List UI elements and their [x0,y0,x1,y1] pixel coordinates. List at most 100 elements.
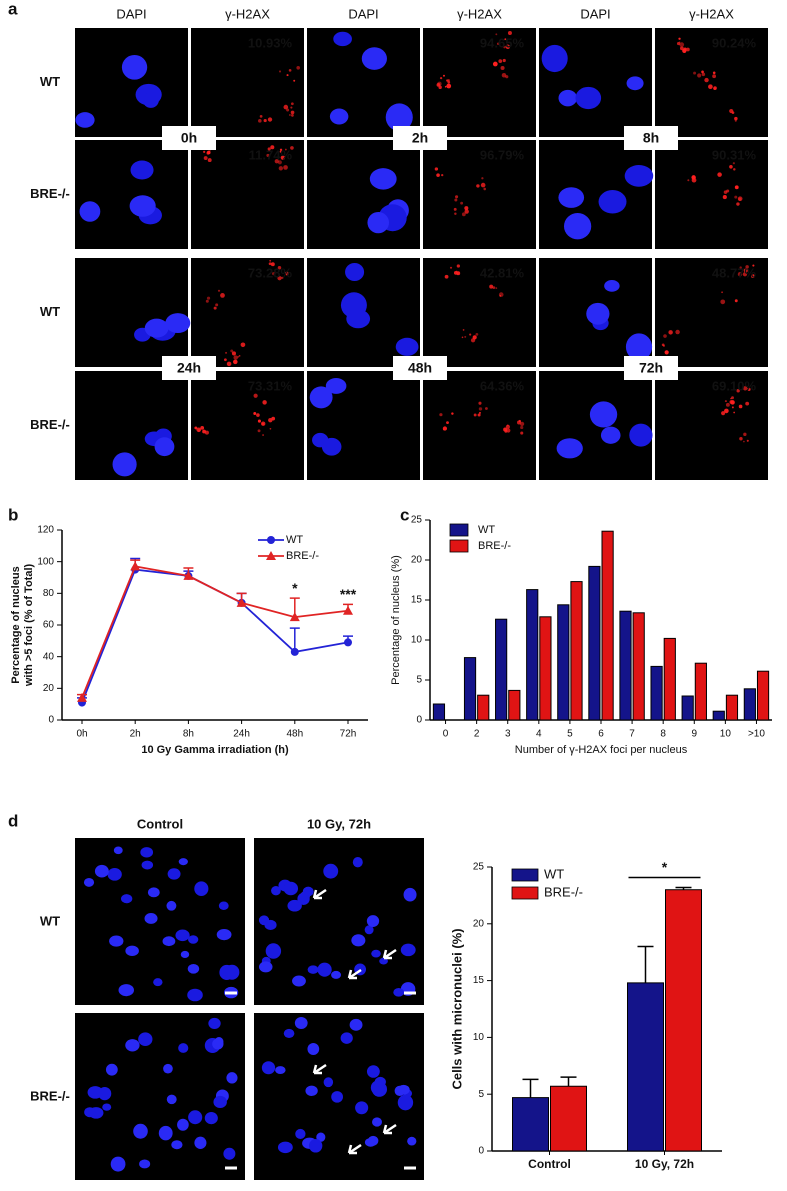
bar [550,1085,587,1152]
focus [446,83,452,89]
nucleus [372,1117,382,1127]
bar [508,689,521,721]
nucleus [218,901,229,910]
focus [461,336,464,339]
arrow [382,948,397,960]
focus [267,117,273,122]
y-tick-label: 5 [478,1089,484,1100]
arrow [347,968,362,980]
focus [462,329,465,331]
focus [501,72,507,78]
nucleus [140,847,154,858]
micrograph [655,28,768,137]
y-tick-label: 15 [473,975,485,986]
nucleus [84,1107,96,1118]
nucleus [188,935,199,944]
nucleus [141,860,154,870]
y-tick-label: 20 [473,918,485,929]
nucleus [366,1065,380,1078]
nucleus [626,76,644,91]
nucleus [316,1132,326,1142]
nucleus [394,1085,405,1097]
focus [290,102,294,106]
micrograph [539,28,652,137]
focus [277,275,282,281]
focus [215,303,219,307]
nucleus [309,386,333,409]
micrograph [191,258,304,367]
focus [498,59,503,64]
focus [743,268,748,273]
focus [708,84,713,90]
focus [443,74,445,77]
nucleus [144,913,158,924]
micrograph [423,371,536,480]
image-background [191,371,304,480]
focus [492,286,496,289]
legend-swatch [511,868,539,882]
column-header: Control [137,816,183,831]
focus [451,412,454,415]
bar [495,618,508,721]
column-header: DAPI [580,6,610,21]
nucleus [331,1091,343,1103]
focus [279,150,282,153]
row-label: BRE-/- [30,1088,70,1103]
nucleus [345,262,365,282]
focus [724,408,729,414]
focus [481,177,484,180]
nucleus [139,1159,151,1169]
legend-label: WT [544,866,564,881]
focus [502,58,506,63]
focus [238,354,241,357]
timepoint-box [162,356,216,380]
focus [485,407,488,410]
focus [206,151,210,155]
nucleus [154,437,175,457]
x-tick-label: 8h [183,729,194,740]
focus [505,75,509,79]
legend-swatch [449,539,469,553]
nucleus [295,1128,306,1140]
micrograph [75,258,191,367]
focus [269,259,272,262]
nucleus [212,1038,224,1050]
column-header: DAPI [348,6,378,21]
focus [277,265,282,270]
focus [664,350,669,355]
focus [439,413,443,417]
bar [756,670,770,721]
timepoint-label: 2h [412,130,428,146]
timepoint-label: 8h [643,130,659,146]
percentage-label: 94.65% [480,35,525,50]
focus [676,41,681,46]
legend-label: BRE-/- [544,884,583,899]
focus [194,426,198,430]
focus [701,70,704,74]
focus [731,406,734,409]
series-line [81,565,349,699]
nucleus [369,168,397,190]
nucleus [283,881,299,896]
percentage-label: 48.77% [712,265,757,280]
focus [203,156,208,161]
micrograph [655,140,768,249]
nucleus [589,401,618,428]
bar [712,710,725,721]
nucleus [187,963,200,974]
nucleus [112,452,137,477]
micrograph [307,371,420,480]
nucleus [102,1103,112,1111]
image-background [423,28,536,137]
nucleus [208,1017,221,1029]
nucleus [105,1063,118,1076]
focus [720,299,726,305]
micrograph [75,28,188,137]
percentage-label: 10.93% [248,35,293,50]
nucleus [87,1086,103,1099]
focus [464,335,467,338]
micrograph [655,258,768,367]
focus [737,272,743,277]
nucleus [125,1039,140,1052]
